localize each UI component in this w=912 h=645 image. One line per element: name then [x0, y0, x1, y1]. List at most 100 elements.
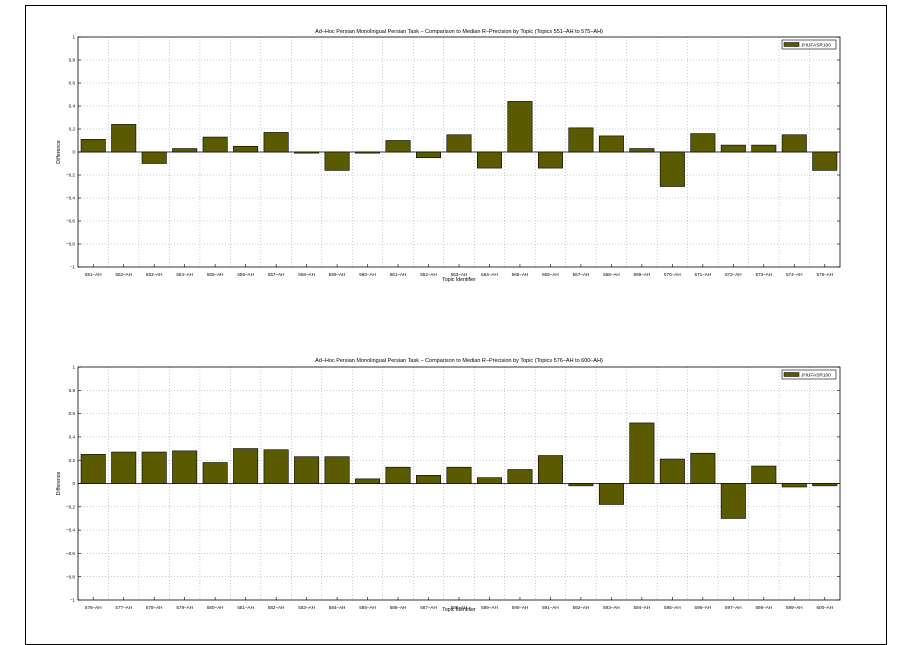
x-tick-label: 597–AH: [725, 605, 742, 610]
y-axis-label: Difference: [56, 472, 62, 496]
x-tick-label: 585–AH: [359, 605, 376, 610]
bar-582AH: [263, 449, 289, 484]
y-tick-label: 0.4: [69, 104, 76, 109]
y-tick-label: −0.4: [66, 528, 76, 533]
y-tick-label: 0.8: [69, 388, 76, 393]
bar-559AH: [324, 151, 350, 171]
bar-566AH: [537, 151, 563, 169]
x-tick-label: 569–AH: [634, 272, 651, 277]
y-tick-label: −0.8: [66, 242, 76, 247]
bar-599AH: [781, 483, 807, 488]
x-tick-label: 590–AH: [512, 605, 529, 610]
x-tick-label: 568–AH: [603, 272, 620, 277]
bar-565AH: [507, 101, 533, 153]
bar-597AH: [720, 483, 746, 519]
x-tick-label: 594–AH: [634, 605, 651, 610]
x-tick-label: 588–AH: [451, 605, 468, 610]
bar-576AH: [80, 454, 106, 484]
x-tick-label: 581–AH: [237, 605, 254, 610]
y-tick-label: 1: [72, 35, 75, 40]
bar-578AH: [141, 451, 167, 484]
x-tick-label: 561–AH: [390, 272, 407, 277]
x-tick-label: 584–AH: [329, 605, 346, 610]
x-tick-label: 575–AH: [816, 272, 833, 277]
bar-589AH: [476, 477, 502, 484]
bar-551AH: [80, 139, 106, 153]
x-tick-label: 574–AH: [786, 272, 803, 277]
bar-568AH: [598, 135, 624, 153]
charts-canvas: −1 −0.8 −0.6 −0.4 −0.2 0 0.2 0.4 0.6 0.8 1 551–AH 55…: [56, 29, 841, 613]
y-tick-label: 0.6: [69, 81, 76, 86]
x-tick-label: 562–AH: [420, 272, 437, 277]
legend-swatch: [783, 372, 800, 377]
x-tick-label: 587–AH: [420, 605, 437, 610]
y-tick-label: 0.2: [69, 127, 76, 132]
bar-569AH: [629, 148, 655, 153]
x-tick-label: 551–AH: [85, 272, 102, 277]
x-tick-label: 572–AH: [725, 272, 742, 277]
legend-swatch: [783, 42, 800, 47]
legend: JHUFASR100: [781, 369, 837, 380]
bar-593AH: [598, 483, 624, 505]
x-tick-label: 600–AH: [816, 605, 833, 610]
bar-580AH: [202, 462, 228, 484]
legend: JHUFASR100: [781, 39, 837, 50]
bar-596AH: [690, 452, 716, 484]
y-tick-label: −0.2: [66, 173, 76, 178]
x-tick-label: 591–AH: [542, 605, 559, 610]
bar-552AH: [111, 124, 137, 153]
y-tick-label: −1: [70, 598, 76, 603]
bar-600AH: [812, 483, 838, 487]
legend-box: [781, 369, 837, 380]
x-tick-label: 559–AH: [329, 272, 346, 277]
x-tick-label: 589–AH: [481, 605, 498, 610]
y-tick-label: 0.8: [69, 58, 76, 63]
bar-598AH: [751, 465, 777, 484]
figure-page-frame: [25, 5, 887, 645]
x-tick-label: 593–AH: [603, 605, 620, 610]
x-tick-label: 552–AH: [115, 272, 132, 277]
y-axis-label: Difference: [56, 140, 62, 164]
x-tick-label: 596–AH: [695, 605, 712, 610]
x-tick-label: 576–AH: [85, 605, 102, 610]
x-tick-label: 556–AH: [237, 272, 254, 277]
bar-583AH: [294, 456, 320, 484]
x-tick-label: 573–AH: [755, 272, 772, 277]
y-tick-label: 0: [72, 481, 75, 486]
bar-558AH: [294, 151, 320, 154]
bar-575AH: [812, 151, 838, 171]
bar-563AH: [446, 134, 472, 153]
bar-574AH: [781, 134, 807, 153]
x-tick-label: 555–AH: [207, 272, 224, 277]
bar-579AH: [172, 450, 198, 484]
x-tick-label: 571–AH: [695, 272, 712, 277]
bar-590AH: [507, 469, 533, 484]
bar-591AH: [537, 455, 563, 484]
y-tick-label: 0.2: [69, 458, 76, 463]
legend-box: [781, 39, 837, 50]
x-tick-label: 558–AH: [298, 272, 315, 277]
y-tick-label: 1: [72, 365, 75, 370]
bar-592AH: [568, 483, 594, 487]
bar-556AH: [233, 145, 259, 153]
x-tick-label: 598–AH: [755, 605, 772, 610]
x-tick-label: 595–AH: [664, 605, 681, 610]
chart-title: Ad–Hoc Persian Monolingual Persian Task …: [315, 358, 603, 364]
x-tick-label: 560–AH: [359, 272, 376, 277]
y-tick-label: −0.2: [66, 504, 76, 509]
x-tick-label: 563–AH: [451, 272, 468, 277]
bar-555AH: [202, 136, 228, 153]
x-tick-label: 566–AH: [542, 272, 559, 277]
x-tick-label: 567–AH: [573, 272, 590, 277]
bar-561AH: [385, 140, 411, 153]
chart-title: Ad–Hoc Persian Monolingual Persian Task …: [315, 29, 603, 35]
bar-571AH: [690, 133, 716, 153]
bar-585AH: [355, 478, 381, 484]
x-tick-label: 586–AH: [390, 605, 407, 610]
bar-595AH: [659, 458, 685, 484]
y-tick-label: 0.4: [69, 435, 76, 440]
x-tick-label: 570–AH: [664, 272, 681, 277]
y-tick-label: −0.8: [66, 574, 76, 579]
x-tick-label: 599–AH: [786, 605, 803, 610]
x-tick-label: 577–AH: [115, 605, 132, 610]
